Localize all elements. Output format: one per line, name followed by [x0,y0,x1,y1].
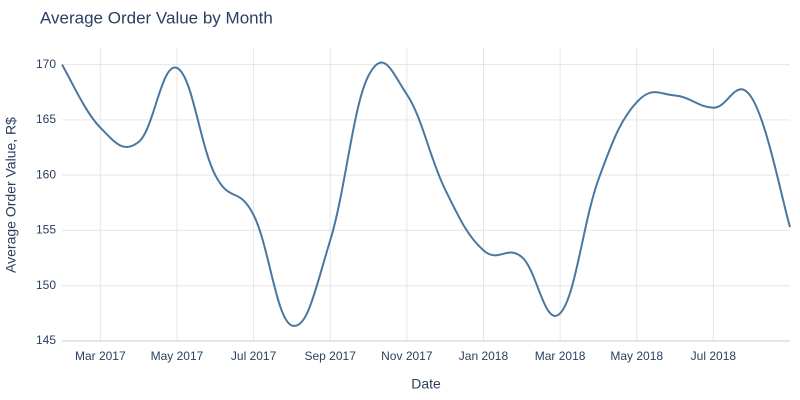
x-tick-label: Jan 2018 [459,349,509,363]
x-tick-label: Nov 2017 [381,349,433,363]
y-axis-title: Average Order Value, R$ [3,117,19,273]
x-tick-label: Mar 2017 [75,349,126,363]
y-tick-label: 165 [36,112,56,126]
data-line [61,61,791,327]
y-tick-label: 170 [36,57,56,71]
y-tick-label: 160 [36,167,56,181]
x-tick-label: Jul 2018 [691,349,737,363]
y-tick-label: 145 [36,333,56,347]
chart-title: Average Order Value by Month [40,8,273,27]
x-tick-label: May 2017 [151,349,204,363]
x-tick-label: Mar 2018 [535,349,586,363]
y-tick-label: 150 [36,278,56,292]
x-tick-label: Jul 2017 [231,349,277,363]
x-tick-label: May 2018 [610,349,663,363]
x-tick-label: Sep 2017 [305,349,357,363]
y-tick-label: 155 [36,223,56,237]
x-axis-title: Date [411,376,441,392]
